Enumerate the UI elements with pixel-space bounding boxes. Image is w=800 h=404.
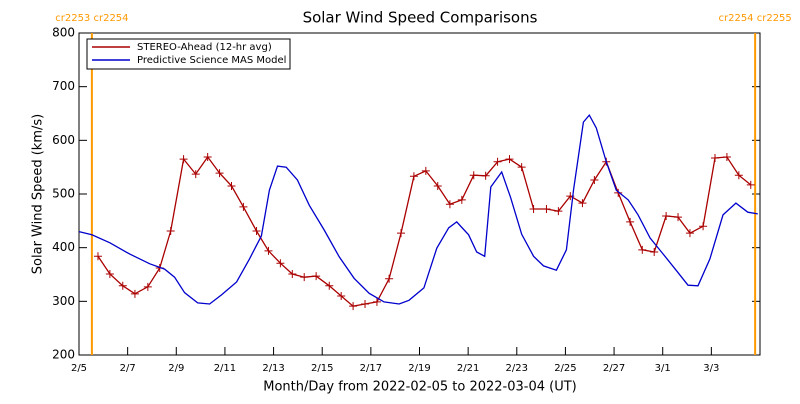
data-marker — [179, 155, 188, 164]
boundary-label: cr2253 cr2254 — [55, 13, 128, 24]
data-marker — [409, 172, 418, 181]
legend-box — [86, 38, 291, 70]
data-marker — [529, 205, 538, 214]
x-tick-label: 2/15 — [311, 363, 333, 374]
data-marker — [372, 297, 381, 306]
data-marker — [385, 274, 394, 283]
x-tick-label: 2/25 — [554, 363, 576, 374]
data-marker — [337, 291, 346, 300]
data-marker — [118, 281, 127, 290]
data-marker — [638, 245, 647, 254]
data-marker — [626, 217, 635, 226]
data-marker — [542, 205, 551, 214]
data-marker — [614, 188, 623, 197]
data-marker — [264, 246, 273, 255]
x-tick-label: 2/7 — [120, 363, 136, 374]
data-marker — [288, 269, 297, 278]
data-marker — [699, 222, 708, 231]
y-tick-label: 500 — [52, 187, 75, 201]
data-marker — [239, 202, 248, 211]
legend-label: STEREO-Ahead (12-hr avg) — [137, 42, 272, 53]
series-line — [78, 113, 758, 305]
y-tick-label: 200 — [52, 348, 75, 362]
y-tick-label: 600 — [52, 133, 75, 147]
y-tick-label: 300 — [52, 294, 75, 308]
data-marker — [215, 169, 224, 178]
data-marker — [191, 170, 200, 179]
data-marker — [505, 155, 514, 164]
data-marker — [227, 181, 236, 190]
data-marker — [493, 157, 502, 166]
data-marker — [252, 227, 261, 236]
chart-title: Solar Wind Speed Comparisons — [303, 9, 538, 27]
x-tick-label: 3/1 — [655, 363, 671, 374]
data-marker — [300, 273, 309, 282]
x-tick-label: 3/3 — [703, 363, 719, 374]
data-marker — [590, 176, 599, 185]
data-marker — [457, 195, 466, 204]
x-tick-label: 2/9 — [168, 363, 184, 374]
data-marker — [674, 213, 683, 222]
y-tick-label: 800 — [52, 26, 75, 40]
x-tick-label: 2/5 — [71, 363, 87, 374]
data-marker — [711, 154, 720, 163]
data-marker — [517, 163, 526, 172]
y-tick-label: 700 — [52, 79, 75, 93]
data-marker — [481, 171, 490, 180]
data-marker — [312, 272, 321, 281]
data-marker — [421, 166, 430, 175]
x-tick-label: 2/23 — [506, 363, 528, 374]
x-tick-label: 2/11 — [214, 363, 236, 374]
data-marker — [433, 181, 442, 190]
data-marker — [722, 152, 731, 161]
y-tick-label: 400 — [52, 240, 75, 254]
data-marker — [143, 282, 152, 291]
data-marker — [445, 200, 454, 209]
x-tick-label: 2/17 — [360, 363, 382, 374]
data-marker — [469, 171, 478, 180]
data-marker — [685, 229, 694, 238]
x-tick-label: 2/19 — [408, 363, 430, 374]
data-marker — [93, 252, 102, 261]
data-marker — [276, 259, 285, 268]
boundary-label: cr2254 cr2255 — [718, 13, 791, 24]
x-tick-label: 2/27 — [603, 363, 625, 374]
legend-label: Predictive Science MAS Model — [137, 55, 286, 66]
data-marker — [662, 212, 671, 221]
x-tick-label: 2/13 — [262, 363, 284, 374]
data-marker — [325, 281, 334, 290]
data-marker — [105, 269, 114, 278]
data-marker — [203, 152, 212, 161]
data-marker — [578, 199, 587, 208]
data-marker — [746, 180, 755, 189]
data-marker — [397, 229, 406, 238]
data-marker — [166, 227, 175, 236]
x-tick-label: 2/21 — [457, 363, 479, 374]
data-marker — [650, 247, 659, 256]
y-axis-label: Solar Wind Speed (km/s) — [31, 114, 46, 274]
data-marker — [130, 289, 139, 298]
data-marker — [349, 302, 358, 311]
data-marker — [361, 300, 370, 309]
data-marker — [734, 171, 743, 180]
data-marker — [554, 207, 563, 216]
x-axis-label: Month/Day from 2022-02-05 to 2022-03-04 … — [263, 380, 576, 395]
